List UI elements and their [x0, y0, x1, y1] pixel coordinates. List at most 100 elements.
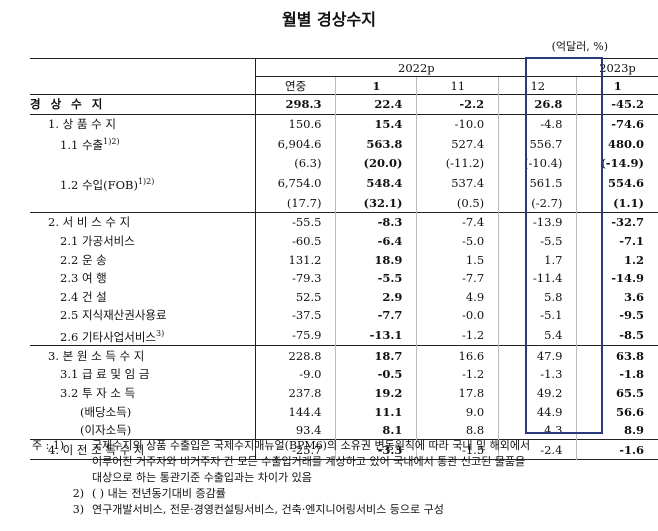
row-value: -10.0 [416, 114, 500, 134]
row-value: -8.3 [335, 212, 418, 232]
row-value: 480.0 [607, 136, 644, 151]
row-value: -2.4 [498, 439, 578, 460]
row-value: 8.8 [416, 420, 500, 440]
row-label-text: (배당소득) [80, 404, 132, 419]
row-label-text: 2.2 운 송 [60, 252, 107, 267]
row-value: 144.4 [255, 402, 337, 421]
table-row: (이자소득) 93.4 8.1 8.8 4.3 8.9 [30, 420, 658, 440]
row-value: -14.9 [611, 271, 644, 286]
row-label-text: (이자소득) [80, 423, 132, 438]
current-account-table: 2022p 2023p 연중 1 11 12 1 경 상 수 지 298.3 22.… [30, 58, 658, 460]
row-label: 2. 서 비 스 수 지 [30, 212, 256, 232]
header-col-dec: 12 [498, 76, 578, 95]
header-col-nov: 11 [416, 76, 500, 95]
row-label-text: 2.1 가공서비스 [60, 233, 135, 248]
row-value: 2.9 [335, 287, 418, 306]
row-value: -37.5 [255, 306, 337, 325]
row-label: 3.2 투 자 소 득 [30, 383, 256, 403]
row-value: -13.1 [335, 324, 418, 346]
row-value: 1.2 [623, 252, 644, 267]
row-value: 228.8 [255, 345, 337, 366]
row-value: -9.0 [255, 365, 337, 384]
row-value: (6.3) [255, 154, 337, 173]
row-label-text: 2.6 기타사업서비스 [60, 329, 157, 344]
row-label [30, 154, 256, 173]
row-label: 2.4 건 설 [30, 287, 256, 306]
row-value: 3.6 [623, 289, 644, 304]
footnote-ref: 1)2) [103, 137, 120, 147]
row-value: -8.5 [619, 328, 644, 342]
row-label-text: 1.1 수출 [60, 138, 104, 153]
row-label: 2.6 기타사업서비스3) [30, 324, 256, 346]
header-col-jan-2023: 1 [613, 78, 622, 93]
row-value: -2.2 [416, 94, 500, 115]
table-row: 2.1 가공서비스 -60.5 -6.4 -5.0 -5.5 -7.1 [30, 231, 658, 251]
row-value: 131.2 [255, 250, 337, 269]
note-1-line-3: 대상으로 하는 통관기준 수출입과는 차이가 있음 [92, 471, 312, 484]
row-label [30, 193, 256, 213]
row-label-text: 1. 상 품 수 지 [48, 116, 116, 131]
row-label: 3. 본 원 소 득 수 지 [30, 345, 256, 366]
row-value: 47.9 [498, 345, 578, 366]
header-blank [30, 58, 256, 95]
row-value: 16.6 [416, 345, 500, 366]
row-label-text: 3.1 급 료 및 임 금 [60, 367, 150, 382]
row-value: 1.5 [416, 250, 500, 269]
row-value: 563.8 [335, 133, 418, 155]
row-value: -1.8 [619, 367, 644, 382]
table-row: 2.6 기타사업서비스3) -75.9 -13.1 -1.2 5.4 -8.5 [30, 324, 658, 346]
table-row: 3.1 급 료 및 임 금 -9.0 -0.5 -1.2 -1.3 -1.8 [30, 365, 658, 384]
row-value: 5.4 [498, 324, 578, 346]
row-label: (이자소득) [30, 420, 256, 440]
table-row: 3.2 투 자 소 득 237.8 19.2 17.8 49.2 65.5 [30, 383, 658, 403]
table-row: 2. 서 비 스 수 지 -55.5 -8.3 -7.4 -13.9 -32.7 [30, 212, 658, 232]
row-value: -3.3 [335, 439, 418, 460]
table-row: (배당소득) 144.4 11.1 9.0 44.9 56.6 [30, 402, 658, 421]
row-value: (0.5) [416, 193, 500, 213]
row-value: -6.4 [335, 231, 418, 251]
row-label-text: 4. 이 전 소 득 수 지 [48, 442, 145, 457]
row-label-text: 3. 본 원 소 득 수 지 [48, 348, 145, 363]
note-2-text: ( ) 내는 전년동기대비 증감률 [92, 487, 226, 500]
row-value: 63.8 [615, 348, 644, 363]
row-value: -0.0 [416, 306, 500, 325]
note-1-line-2: 이루어진 거주자와 비거주자 간 모든 수출입거래를 계상하고 있어 국내에서 … [92, 455, 526, 468]
row-value: (20.0) [335, 154, 418, 173]
row-value: 8.9 [623, 423, 644, 438]
table-row: 경 상 수 지 298.3 22.4 -2.2 26.8 -45.2 [30, 94, 658, 115]
row-value: 44.9 [498, 402, 578, 421]
row-label: 2.2 운 송 [30, 250, 256, 269]
row-value: 56.6 [615, 404, 644, 419]
row-label-text: 3.2 투 자 소 득 [60, 385, 136, 400]
row-label: 경 상 수 지 [30, 94, 256, 115]
row-value: 17.8 [416, 383, 500, 403]
row-value: 52.5 [255, 287, 337, 306]
row-value: -5.1 [498, 306, 578, 325]
row-value: (-14.9) [600, 156, 644, 171]
row-label: 1. 상 품 수 지 [30, 114, 256, 134]
row-value: -7.7 [416, 268, 500, 288]
header-col-annual: 연중 [255, 76, 337, 95]
row-value: -32.7 [611, 215, 644, 230]
row-value: 93.4 [255, 420, 337, 440]
row-value: -0.5 [335, 365, 418, 384]
table-row: (17.7) (32.1) (0.5) (-2.7) (1.1) [30, 193, 658, 213]
unit-label: (억달러, %) [551, 40, 608, 53]
row-value: 18.9 [335, 250, 418, 269]
row-value: (17.7) [255, 193, 337, 213]
row-value: 18.7 [335, 345, 418, 366]
row-value: 554.6 [607, 176, 644, 191]
row-label: 2.3 여 행 [30, 268, 256, 288]
row-value: 5.8 [498, 287, 578, 306]
row-value: -60.5 [255, 231, 337, 251]
row-value: (-11.2) [416, 154, 500, 173]
table-row: 1.1 수출1)2) 6,904.6 563.8 527.4 556.7 480.0 [30, 133, 658, 155]
row-value: -7.4 [416, 212, 500, 232]
row-value: 15.4 [335, 114, 418, 134]
row-value: 6,904.6 [255, 133, 337, 155]
row-value: (32.1) [335, 193, 418, 213]
row-value: -13.9 [498, 212, 578, 232]
table-row: 2.4 건 설 52.5 2.9 4.9 5.8 3.6 [30, 287, 658, 306]
note-1-key: 주 : 1) [32, 439, 65, 452]
row-value: -9.5 [619, 308, 644, 323]
